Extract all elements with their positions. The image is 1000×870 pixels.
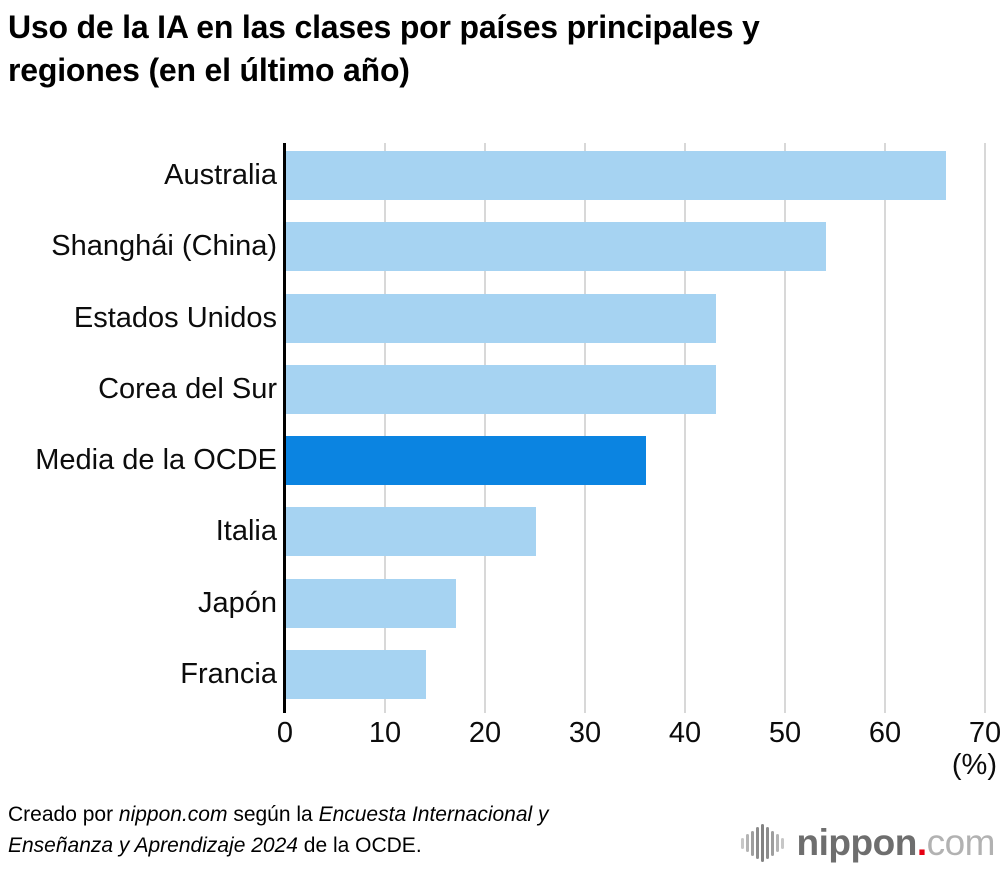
source-note: Creado por nippon.com según la Encuesta …	[8, 799, 549, 861]
source-note-line1-segment: según la	[227, 803, 319, 826]
nippon-logo-text: nippon.com	[796, 822, 996, 864]
gridline-40	[684, 143, 686, 713]
gridline-20	[484, 143, 486, 713]
gridline-60	[884, 143, 886, 713]
x-tick-label-40: 40	[668, 717, 702, 749]
category-label-francia: Francia	[180, 657, 277, 690]
chart-title-line1: Uso de la IA en las clases por países pr…	[8, 9, 760, 45]
x-axis-ticks: 0 10 20 30 40 50 60 70	[277, 717, 1000, 751]
gridline-70	[984, 143, 986, 713]
category-label-australia: Australia	[164, 159, 277, 191]
x-tick-label-50: 50	[768, 717, 802, 749]
x-tick-label-0: 0	[276, 717, 294, 749]
bar-italia	[286, 507, 536, 557]
source-note-line2-segment: Enseñanza y Aprendizaje 2024	[8, 834, 298, 857]
gridline-50	[784, 143, 786, 713]
plot-area	[283, 143, 986, 713]
x-tick-label-30: 30	[568, 717, 602, 749]
category-label-media-de-la-ocde: Media de la OCDE	[35, 444, 277, 476]
logo-icon-bar	[745, 834, 749, 852]
logo-icon-bar	[755, 827, 759, 859]
category-label-italia: Italia	[215, 515, 277, 548]
logo-dot: .	[916, 822, 927, 863]
chart-title: Uso de la IA en las clases por países pr…	[8, 6, 760, 92]
logo-icon-bar	[780, 837, 784, 849]
logo-icon-bar	[770, 830, 774, 856]
logo-brand-text: nippon	[796, 822, 918, 863]
bar-corea-del-sur	[286, 364, 716, 414]
gridline-10	[384, 143, 386, 713]
logo-icon-bar	[765, 827, 769, 859]
x-tick-label-60: 60	[868, 717, 902, 749]
logo-icon-bar	[760, 824, 764, 862]
x-axis-unit-label: (%)	[951, 749, 997, 781]
x-tick-label-70: 70	[968, 717, 1000, 749]
source-note-line1-segment: Encuesta Internacional y	[318, 803, 549, 826]
logo-tld-text: com	[926, 822, 996, 863]
bar-estados-unidos	[286, 293, 716, 343]
chart-title-line2: regiones (en el último año)	[8, 52, 410, 88]
bar-japon	[286, 578, 456, 628]
category-label-japon: Japón	[197, 586, 277, 619]
bar-shanghai-china	[286, 222, 826, 272]
bar-australia	[286, 151, 946, 200]
source-note-line1-segment: nippon.com	[118, 803, 228, 826]
source-note-line1-segment: Creado por	[8, 803, 119, 826]
category-label-corea-del-sur: Corea del Sur	[98, 372, 277, 405]
logo-icon-bar	[750, 830, 754, 856]
bar-media-de-la-ocde	[286, 436, 646, 485]
logo-icon-bar	[740, 837, 744, 849]
nippon-logo: nippon.com	[740, 821, 996, 865]
x-tick-label-10: 10	[368, 717, 402, 749]
category-labels: Australia Shanghái (China) Estados Unidos C…	[0, 143, 277, 713]
source-note-line2-segment: de la OCDE.	[297, 834, 422, 857]
logo-icon-bar	[775, 834, 779, 852]
source-note-line2: Enseñanza y Aprendizaje 2024 de la OCDE.	[8, 830, 549, 861]
bar-francia	[286, 649, 426, 699]
nippon-logo-icon	[740, 821, 786, 865]
category-label-estados-unidos: Estados Unidos	[73, 301, 277, 334]
y-axis-line	[283, 143, 286, 713]
gridline-30	[584, 143, 586, 713]
source-note-line1: Creado por nippon.com según la Encuesta …	[8, 799, 549, 830]
x-tick-label-20: 20	[468, 717, 502, 749]
category-label-shanghai-china: Shanghái (China)	[51, 230, 277, 263]
